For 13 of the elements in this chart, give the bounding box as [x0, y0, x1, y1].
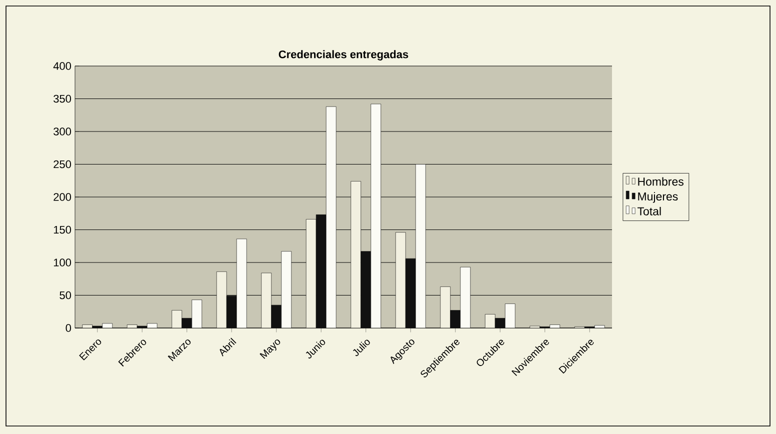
- legend-label: Mujeres: [638, 192, 678, 203]
- legend-label: Total: [638, 206, 661, 216]
- y-tick-label: 300: [54, 128, 72, 136]
- y-tick-label: 50: [60, 291, 72, 300]
- y-tick-label: 400: [53, 62, 72, 70]
- y-tick-label: 200: [54, 193, 72, 201]
- y-tick-label: 0: [66, 324, 72, 332]
- y-tick-label: 350: [54, 94, 72, 103]
- legend-label: Hombres: [638, 177, 684, 186]
- chart-title: Credenciales entregadas: [278, 50, 408, 60]
- y-tick-label: 150: [54, 226, 72, 234]
- y-tick-label: 100: [54, 258, 72, 266]
- y-tick-label: 250: [54, 160, 72, 168]
